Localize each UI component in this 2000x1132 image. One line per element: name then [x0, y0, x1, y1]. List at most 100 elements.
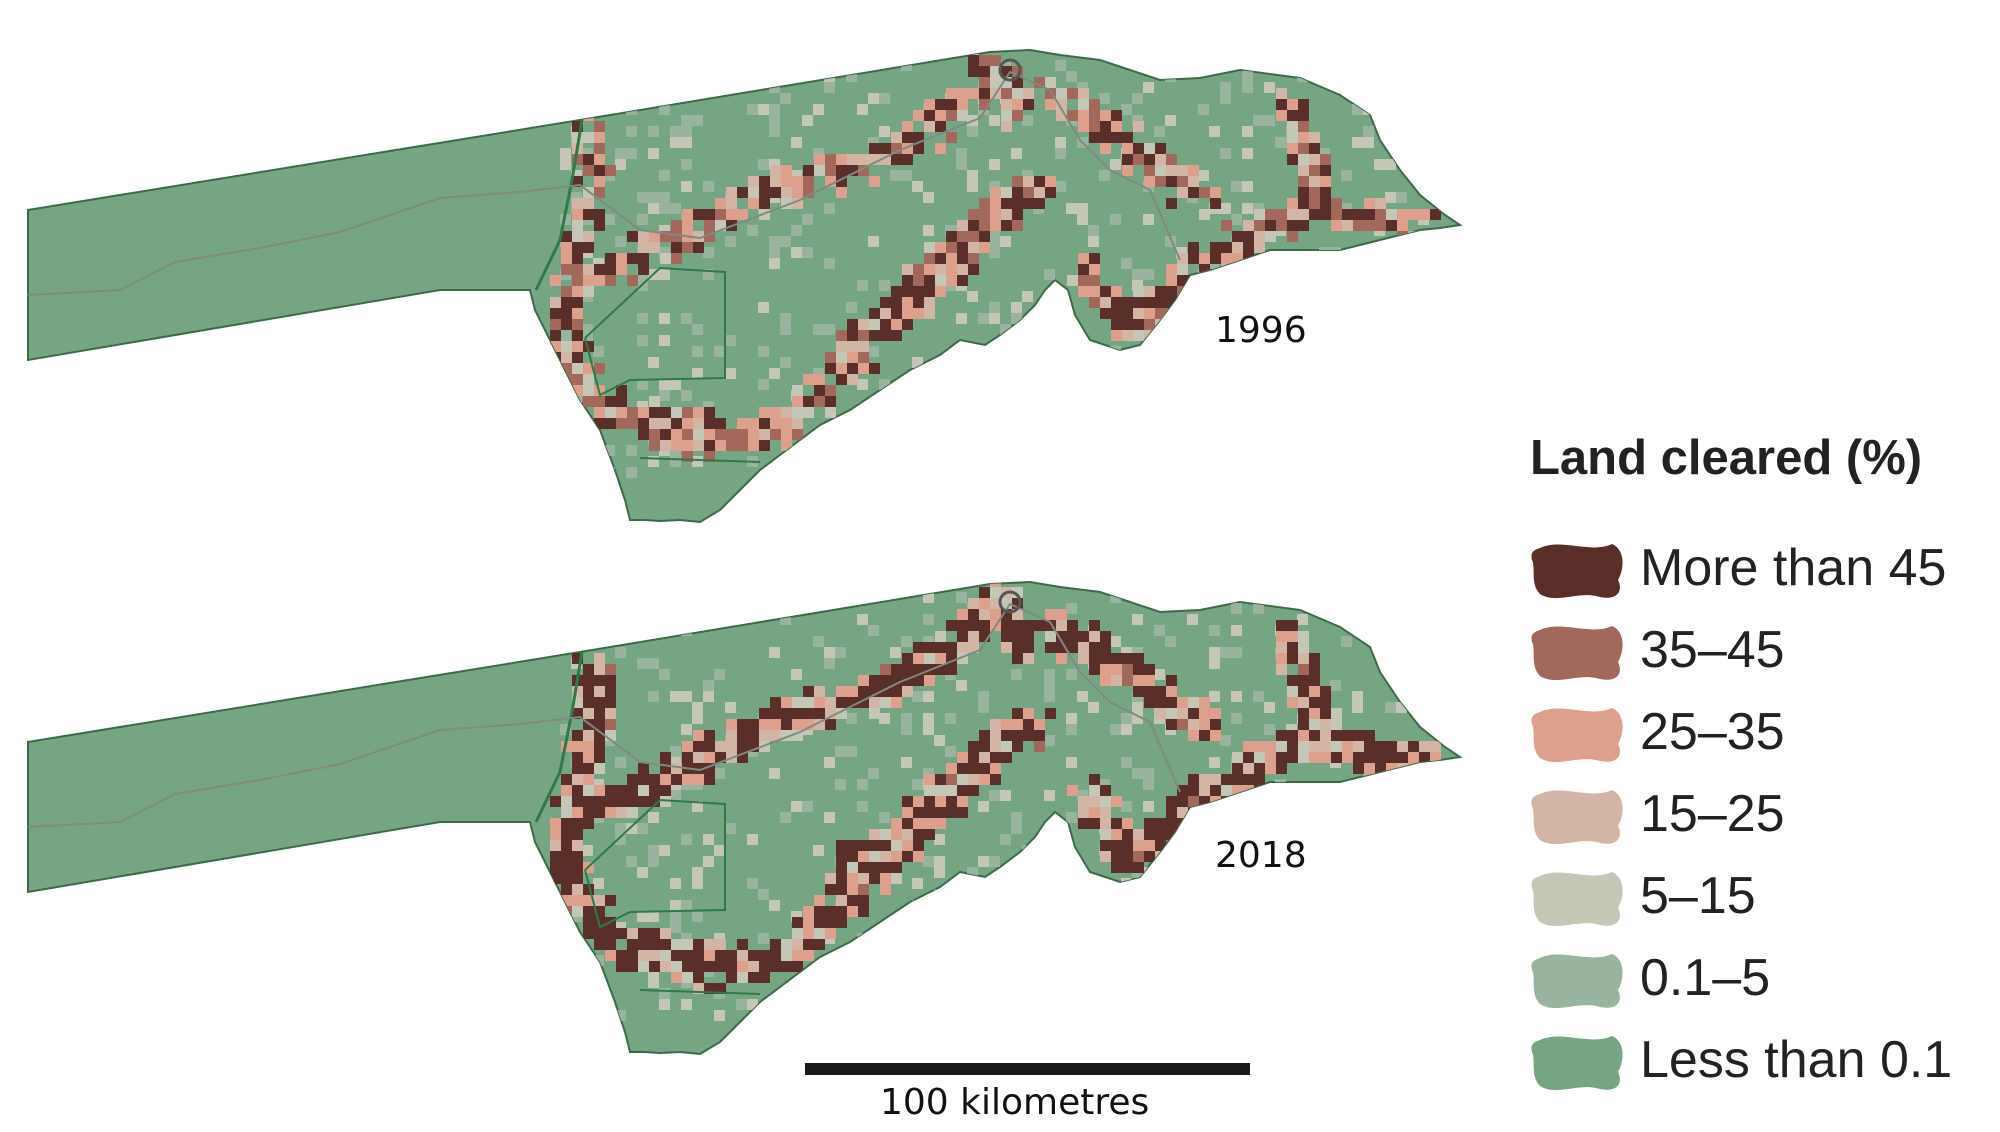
clearing-cell: [1132, 768, 1143, 779]
clearing-cell: [616, 961, 627, 972]
clearing-cell: [1155, 818, 1166, 829]
clearing-cell: [990, 609, 1001, 620]
clearing-cell: [605, 895, 616, 906]
clearing-cell: [891, 873, 902, 884]
clearing-cell: [583, 286, 594, 297]
clearing-cell: [615, 1010, 626, 1021]
clearing-cell: [1044, 933, 1055, 944]
clearing-cell: [759, 972, 770, 983]
map-1996: [27, 49, 1461, 523]
clearing-cell: [880, 686, 891, 697]
clearing-cell: [913, 642, 924, 653]
clearing-cell: [637, 823, 648, 834]
clearing-cell: [891, 664, 902, 675]
clearing-cell: [1089, 664, 1100, 675]
clearing-cell: [769, 247, 780, 258]
clearing-cell: [1386, 220, 1397, 231]
clearing-cell: [1078, 796, 1089, 807]
clearing-cell: [1001, 121, 1012, 132]
clearing-cell: [1033, 324, 1044, 335]
clearing-cell: [583, 774, 594, 785]
clearing-cell: [990, 77, 1001, 88]
clearing-cell: [1045, 708, 1056, 719]
clearing-cell: [803, 396, 814, 407]
clearing-cell: [1188, 253, 1199, 264]
clearing-cell: [1023, 653, 1034, 664]
clearing-cell: [1121, 713, 1132, 724]
clearing-cell: [1242, 126, 1253, 137]
clearing-cell: [626, 148, 637, 159]
clearing-cell: [572, 697, 583, 708]
clearing-cell: [978, 313, 989, 324]
clearing-cell: [561, 895, 572, 906]
clearing-cell: [802, 801, 813, 812]
clearing-cell: [1045, 176, 1056, 187]
clearing-cell: [1187, 313, 1198, 324]
clearing-cell: [1286, 812, 1297, 823]
clearing-cell: [1353, 763, 1364, 774]
clearing-cell: [1012, 209, 1023, 220]
clearing-cell: [1419, 763, 1430, 774]
clearing-cell: [1298, 730, 1309, 741]
clearing-cell: [1276, 752, 1287, 763]
clearing-cell: [891, 297, 902, 308]
clearing-cell: [1132, 647, 1143, 658]
clearing-cell: [824, 647, 835, 658]
clearing-cell: [1242, 944, 1253, 955]
clearing-cell: [880, 840, 891, 851]
clearing-cell: [814, 895, 825, 906]
clearing-cell: [1276, 220, 1287, 231]
clearing-cell: [990, 209, 1001, 220]
clearing-cell: [979, 774, 990, 785]
clearing-cell: [583, 928, 594, 939]
clearing-cell: [748, 950, 759, 961]
clearing-cell: [1177, 187, 1188, 198]
clearing-cell: [769, 159, 780, 170]
clearing-cell: [583, 385, 594, 396]
clearing-cell: [1232, 253, 1243, 264]
clearing-cell: [1309, 176, 1320, 187]
town-marker: [998, 590, 1022, 614]
clearing-cell: [1331, 209, 1342, 220]
clearing-cell: [638, 796, 649, 807]
clearing-cell: [813, 845, 824, 856]
clearing-cell: [935, 774, 946, 785]
clearing-cell: [990, 582, 1001, 587]
clearing-cell: [1298, 176, 1309, 187]
clearing-cell: [583, 730, 594, 741]
clearing-cell: [1353, 752, 1364, 763]
clearing-cell: [561, 807, 572, 818]
clearing-cell: [1132, 280, 1143, 291]
clearing-cell: [637, 214, 648, 225]
clearing-cell: [913, 851, 924, 862]
clearing-cell: [1067, 785, 1078, 796]
clearing-cell: [1231, 401, 1242, 412]
clearing-cell: [847, 697, 858, 708]
clearing-cell: [1177, 264, 1188, 275]
clearing-cell: [1309, 154, 1320, 165]
clearing-cell: [902, 264, 913, 275]
clearing-cell: [1111, 319, 1122, 330]
clearing-cell: [869, 363, 880, 374]
clearing-cell: [737, 972, 748, 983]
clearing-cell: [1287, 686, 1298, 697]
clearing-cell: [891, 829, 902, 840]
clearing-cell: [934, 889, 945, 900]
clearing-cell: [704, 983, 715, 994]
clearing-cell: [836, 895, 847, 906]
clearing-cell: [747, 999, 758, 1010]
clearing-cell: [901, 170, 912, 181]
clearing-cell: [978, 401, 989, 412]
clearing-cell: [825, 396, 836, 407]
clearing-cell: [1331, 741, 1342, 752]
clearing-cell: [594, 132, 605, 143]
clearing-cell: [1089, 275, 1100, 286]
clearing-cell: [990, 741, 1001, 752]
legend-swatch: [1531, 626, 1623, 681]
clearing-cell: [1188, 176, 1199, 187]
clearing-cell: [1199, 807, 1210, 818]
clearing-cell: [912, 966, 923, 977]
clearing-cell: [1243, 752, 1254, 763]
scale-bar: [805, 1063, 1250, 1075]
clearing-cell: [1165, 313, 1176, 324]
